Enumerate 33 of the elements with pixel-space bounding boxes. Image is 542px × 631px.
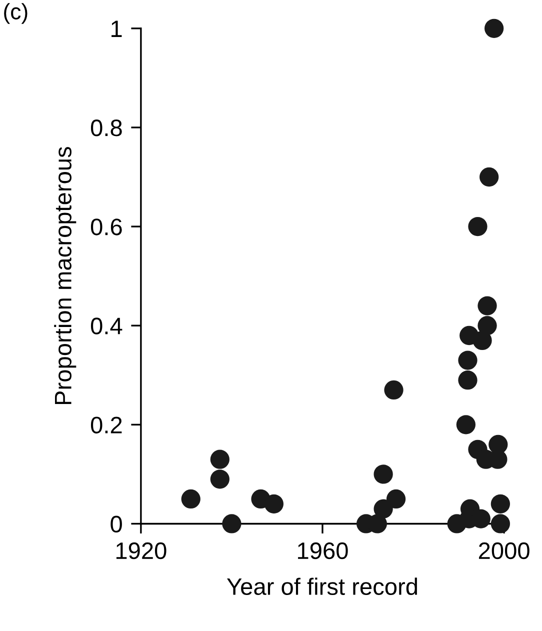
point (458, 350, 478, 370)
point (472, 330, 492, 350)
point (484, 18, 504, 38)
point (222, 514, 242, 534)
point (456, 415, 476, 434)
point (181, 489, 200, 509)
point (374, 464, 393, 484)
y-tick-label: 0.6 (90, 218, 122, 236)
point (478, 316, 497, 336)
point (384, 380, 404, 400)
point (490, 494, 510, 514)
point (490, 514, 510, 534)
point (210, 470, 230, 489)
point (480, 167, 499, 187)
point (264, 494, 284, 514)
point (468, 216, 488, 236)
x-tick-label: 2000 (478, 542, 530, 560)
x-tick-label: 1960 (298, 542, 348, 560)
text: (c) (4, 3, 28, 24)
y-tick-label: 0.8 (90, 120, 122, 136)
y-tick-label: 1 (112, 20, 122, 37)
y-tick-label: 0.4 (90, 318, 122, 334)
y-axis-title: Proportion macropterous (54, 146, 76, 404)
point (478, 296, 497, 316)
point (458, 370, 478, 390)
y-tick-label: 0.2 (90, 416, 122, 434)
x-tick-label: 1920 (116, 542, 166, 560)
point (488, 434, 508, 454)
y-tick-label: 0 (110, 516, 122, 533)
point (210, 450, 230, 469)
point (386, 489, 406, 509)
x-axis-title: Year of first record (226, 578, 417, 596)
point (374, 499, 393, 518)
